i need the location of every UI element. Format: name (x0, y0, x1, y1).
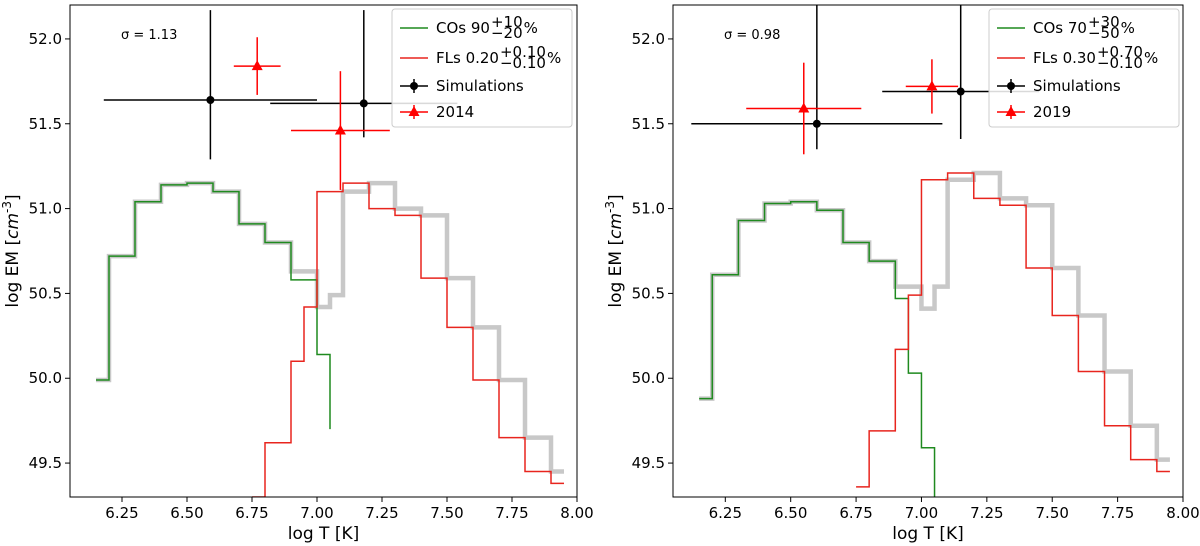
x-tick-label: 6.25 (709, 504, 742, 522)
fls-em-line (856, 172, 1170, 488)
legend-cos-label: COs 70 (1033, 19, 1087, 37)
chart-panel-2: 6.25 6.50 6.75 7.00 7.25 7.50 7.75 8.00 49.5 50.0… (603, 4, 1200, 544)
observation-point (233, 37, 281, 95)
legend-sim-marker (1007, 82, 1015, 90)
legend-fls-label: FLs 0.20 (436, 49, 499, 67)
legend-fls-upper-error: +0.70 (1097, 43, 1143, 61)
total-em-line (699, 170, 1170, 462)
legend: COs 70 +30−50 % FLs 0.30 +0.70−0.10 % Simulati… (988, 8, 1180, 128)
x-axis-label: log T [K] (892, 524, 964, 544)
legend-sim-label: Simulations (436, 77, 524, 95)
observation-point (291, 71, 390, 190)
legend-obs-label: 2014 (436, 103, 474, 121)
legend-cos-label: COs 90 (436, 19, 490, 37)
legend-fls-unit: % (547, 49, 561, 67)
y-tick-label: 50.5 (29, 284, 62, 302)
sigma-annotation: σ = 0.98 (724, 28, 780, 43)
plot-frame (69, 4, 578, 498)
data-marker (206, 96, 215, 105)
legend: COs 90 +10−20 % FLs 0.20 +0.10−0.10 % Simulati… (391, 8, 573, 128)
legend-cos-upper-error: +10 (491, 13, 523, 31)
data-marker (251, 60, 263, 71)
y-axis-label-unit: cm (3, 213, 23, 239)
data-marker (798, 102, 810, 113)
x-tick-label: 6.25 (105, 504, 138, 522)
chart-panel-1: 6.25 6.50 6.75 7.00 7.25 7.50 7.75 8.00 49.5 50.0… (0, 4, 594, 544)
data-marker (334, 124, 346, 135)
x-tick-label: 7.25 (365, 504, 398, 522)
legend-cos-value: COs 70 (1033, 19, 1087, 37)
legend-obs-marker (408, 106, 420, 116)
observation-point (905, 59, 959, 114)
simulation-point (691, 5, 943, 150)
observation-point (746, 62, 862, 155)
y-tick-label: 50.5 (632, 284, 665, 302)
y-axis-label: log EM [cm-3] (603, 194, 626, 307)
x-tick-label: 7.00 (905, 504, 938, 522)
x-tick-label: 8.00 (560, 504, 593, 522)
x-tick-label: 6.50 (170, 504, 203, 522)
data-marker (926, 80, 938, 91)
x-tick-label: 8.00 (1166, 504, 1199, 522)
y-tick-label: 50.0 (29, 369, 62, 387)
plot-frame (672, 4, 1184, 498)
x-tick-label: 7.50 (430, 504, 463, 522)
legend-fls-value: FLs 0.30 (1033, 49, 1096, 67)
legend-sim-label: Simulations (1033, 77, 1121, 95)
y-axis-label-close: ] (606, 194, 626, 201)
simulation-point (103, 10, 317, 160)
y-axis-label-text: log EM [ (3, 239, 23, 308)
legend-cos-unit: % (524, 19, 538, 37)
legend-fls-unit: % (1144, 49, 1158, 67)
legend-fls-label: FLs 0.30 (1033, 49, 1096, 67)
x-tick-label: 6.75 (839, 504, 872, 522)
y-tick-label: 51.0 (29, 200, 62, 218)
fls-em-line (252, 182, 564, 497)
cos-em-line (96, 182, 331, 430)
x-tick-label: 7.00 (300, 504, 333, 522)
y-axis-label-unit: cm (606, 213, 626, 239)
y-axis-label-exponent: -3 (603, 201, 617, 213)
legend-obs-marker (1005, 106, 1017, 116)
x-tick-label: 7.75 (1101, 504, 1134, 522)
y-tick-label: 52.0 (632, 30, 665, 48)
legend-cos-value: COs 90 (436, 19, 490, 37)
x-tick-label: 7.75 (495, 504, 528, 522)
data-marker (812, 119, 821, 128)
data-marker (359, 99, 368, 108)
x-axis-label: log T [K] (288, 524, 360, 544)
y-axis-label-exponent: -3 (0, 201, 14, 213)
x-tick-label: 7.50 (1036, 504, 1069, 522)
y-tick-label: 49.5 (29, 454, 62, 472)
y-tick-label: 51.5 (632, 115, 665, 133)
legend-fls-lower-error: −0.10 (500, 54, 546, 72)
y-tick-label: 51.5 (29, 115, 62, 133)
y-tick-label: 51.0 (632, 200, 665, 218)
y-tick-label: 49.5 (632, 454, 665, 472)
legend-obs-label: 2019 (1033, 103, 1071, 121)
y-axis-label-close: ] (3, 194, 23, 201)
x-tick-label: 6.50 (774, 504, 807, 522)
x-tick-label: 6.75 (235, 504, 268, 522)
y-tick-label: 50.0 (632, 369, 665, 387)
legend-box (988, 8, 1180, 128)
y-tick-label: 52.0 (29, 30, 62, 48)
legend-fls-value: FLs 0.20 (436, 49, 499, 67)
legend-fls-lower-error: −0.10 (1097, 54, 1143, 72)
y-axis-label: log EM [cm-3] (0, 194, 23, 307)
sigma-annotation: σ = 1.13 (121, 28, 177, 43)
data-marker (956, 87, 965, 96)
y-axis-label-text: log EM [ (606, 239, 626, 308)
legend-cos-lower-error: −50 (1088, 24, 1120, 42)
legend-sim-marker (410, 82, 418, 90)
legend-fls-upper-error: +0.10 (500, 43, 546, 61)
legend-cos-lower-error: −20 (491, 24, 523, 42)
x-tick-label: 7.25 (970, 504, 1003, 522)
legend-box (391, 8, 573, 128)
legend-cos-unit: % (1121, 19, 1135, 37)
legend-cos-upper-error: +30 (1088, 13, 1120, 31)
